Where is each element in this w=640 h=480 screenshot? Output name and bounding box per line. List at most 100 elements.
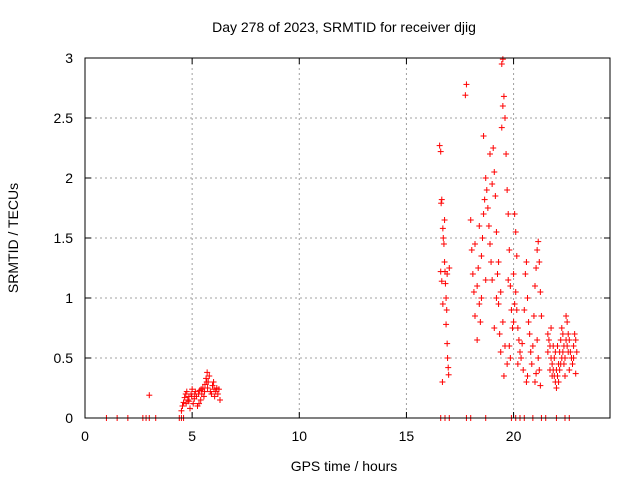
data-point bbox=[562, 373, 568, 379]
data-point bbox=[570, 343, 577, 349]
data-point bbox=[504, 361, 511, 367]
data-point bbox=[559, 349, 566, 355]
data-point bbox=[179, 403, 186, 409]
data-point bbox=[488, 259, 495, 265]
data-point bbox=[437, 148, 444, 155]
data-point bbox=[484, 205, 491, 211]
data-point bbox=[526, 331, 533, 337]
data-point bbox=[497, 349, 504, 355]
data-point bbox=[480, 133, 487, 139]
data-point bbox=[493, 229, 500, 235]
data-point bbox=[503, 151, 510, 157]
data-point bbox=[478, 295, 485, 301]
data-point bbox=[441, 217, 448, 223]
data-point bbox=[180, 399, 187, 406]
data-point bbox=[438, 196, 445, 203]
data-point bbox=[479, 235, 486, 241]
data-point bbox=[489, 277, 496, 283]
data-point bbox=[480, 211, 487, 217]
data-point bbox=[185, 398, 192, 405]
data-point bbox=[537, 382, 544, 389]
data-point bbox=[217, 397, 223, 403]
data-point bbox=[548, 325, 555, 331]
data-point bbox=[538, 313, 545, 319]
data-point bbox=[522, 271, 529, 277]
data-point bbox=[485, 223, 492, 229]
data-point bbox=[511, 211, 518, 217]
grid-lines bbox=[85, 58, 610, 418]
data-point bbox=[556, 367, 563, 373]
y-tick-label: 1.5 bbox=[54, 230, 74, 246]
y-tick-label: 0 bbox=[65, 410, 73, 426]
y-tick-label: 2.5 bbox=[54, 110, 74, 126]
data-point bbox=[533, 370, 540, 377]
data-point bbox=[523, 379, 530, 385]
data-point bbox=[500, 373, 507, 379]
data-point bbox=[203, 379, 210, 385]
data-point bbox=[492, 193, 499, 199]
axis-ticks: 0 5 10 15 20 0 0.5 1 1.5 2 2.5 3 bbox=[54, 50, 610, 444]
data-point bbox=[467, 217, 474, 223]
data-point bbox=[440, 235, 447, 241]
data-point bbox=[569, 361, 576, 367]
data-point bbox=[211, 386, 217, 393]
data-point bbox=[187, 405, 193, 412]
data-point bbox=[482, 277, 489, 283]
data-point bbox=[445, 364, 452, 371]
data-point bbox=[524, 295, 531, 301]
data-point bbox=[487, 241, 493, 247]
data-point bbox=[483, 187, 490, 193]
data-point bbox=[499, 56, 506, 63]
data-point bbox=[436, 142, 443, 149]
data-point bbox=[496, 331, 503, 337]
data-point bbox=[564, 319, 571, 325]
data-point bbox=[494, 271, 501, 277]
data-point bbox=[515, 337, 522, 343]
data-point bbox=[196, 400, 202, 407]
data-point bbox=[554, 373, 561, 379]
data-point bbox=[509, 325, 516, 331]
data-point bbox=[507, 355, 514, 361]
data-point bbox=[209, 382, 216, 389]
data-point bbox=[513, 307, 520, 313]
data-point bbox=[507, 283, 514, 289]
data-point bbox=[495, 259, 502, 265]
data-point bbox=[551, 355, 558, 361]
data-point bbox=[532, 283, 538, 289]
data-point bbox=[442, 280, 449, 287]
data-point bbox=[440, 241, 447, 247]
x-tick-label: 0 bbox=[81, 428, 89, 444]
data-point bbox=[472, 241, 478, 247]
data-point bbox=[499, 319, 506, 325]
data-point bbox=[472, 313, 478, 319]
data-point bbox=[498, 61, 505, 67]
data-point bbox=[497, 289, 504, 295]
data-point bbox=[204, 369, 211, 376]
data-point bbox=[493, 295, 500, 301]
data-point bbox=[188, 393, 195, 400]
data-point bbox=[553, 385, 560, 391]
data-point bbox=[146, 392, 153, 399]
data-point bbox=[482, 175, 489, 181]
data-point bbox=[534, 337, 541, 343]
data-point bbox=[474, 337, 481, 343]
data-point bbox=[462, 92, 469, 99]
data-point bbox=[510, 271, 517, 277]
data-point bbox=[198, 386, 205, 393]
data-point bbox=[197, 397, 204, 403]
data-point bbox=[506, 343, 513, 349]
data-point bbox=[437, 268, 444, 275]
data-point bbox=[505, 211, 512, 217]
data-point bbox=[514, 361, 521, 367]
data-point bbox=[491, 325, 498, 331]
data-point bbox=[441, 259, 448, 265]
data-point bbox=[525, 319, 532, 325]
data-point bbox=[558, 325, 565, 331]
data-point bbox=[550, 343, 557, 349]
data-point bbox=[189, 386, 196, 393]
data-point bbox=[206, 373, 213, 379]
data-point bbox=[470, 289, 477, 295]
data-point bbox=[517, 349, 523, 355]
data-point bbox=[444, 340, 451, 347]
